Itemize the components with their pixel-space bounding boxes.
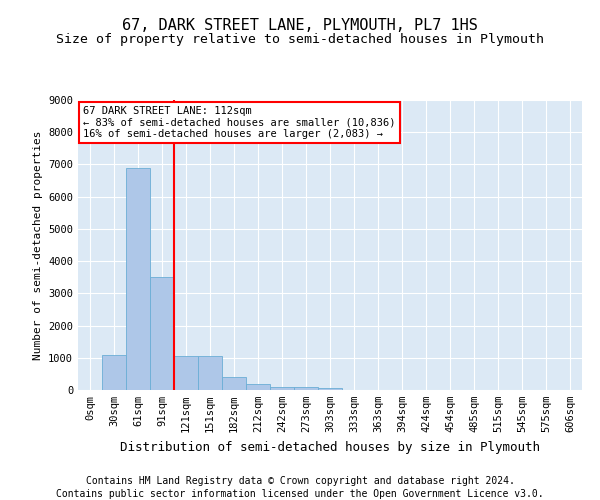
Text: 67, DARK STREET LANE, PLYMOUTH, PL7 1HS: 67, DARK STREET LANE, PLYMOUTH, PL7 1HS [122,18,478,32]
Text: Size of property relative to semi-detached houses in Plymouth: Size of property relative to semi-detach… [56,32,544,46]
Bar [318,388,342,390]
Bar [294,387,318,390]
Text: Contains HM Land Registry data © Crown copyright and database right 2024.: Contains HM Land Registry data © Crown c… [86,476,514,486]
Text: Contains public sector information licensed under the Open Government Licence v3: Contains public sector information licen… [56,489,544,499]
Bar [174,356,198,390]
Bar [246,384,270,390]
Bar [270,387,294,390]
Bar [198,356,222,390]
Bar [150,277,174,390]
Bar [222,377,246,390]
Text: 67 DARK STREET LANE: 112sqm
← 83% of semi-detached houses are smaller (10,836)
1: 67 DARK STREET LANE: 112sqm ← 83% of sem… [83,106,395,139]
Bar [102,354,126,390]
Y-axis label: Number of semi-detached properties: Number of semi-detached properties [32,130,43,360]
X-axis label: Distribution of semi-detached houses by size in Plymouth: Distribution of semi-detached houses by … [120,440,540,454]
Bar [126,168,150,390]
